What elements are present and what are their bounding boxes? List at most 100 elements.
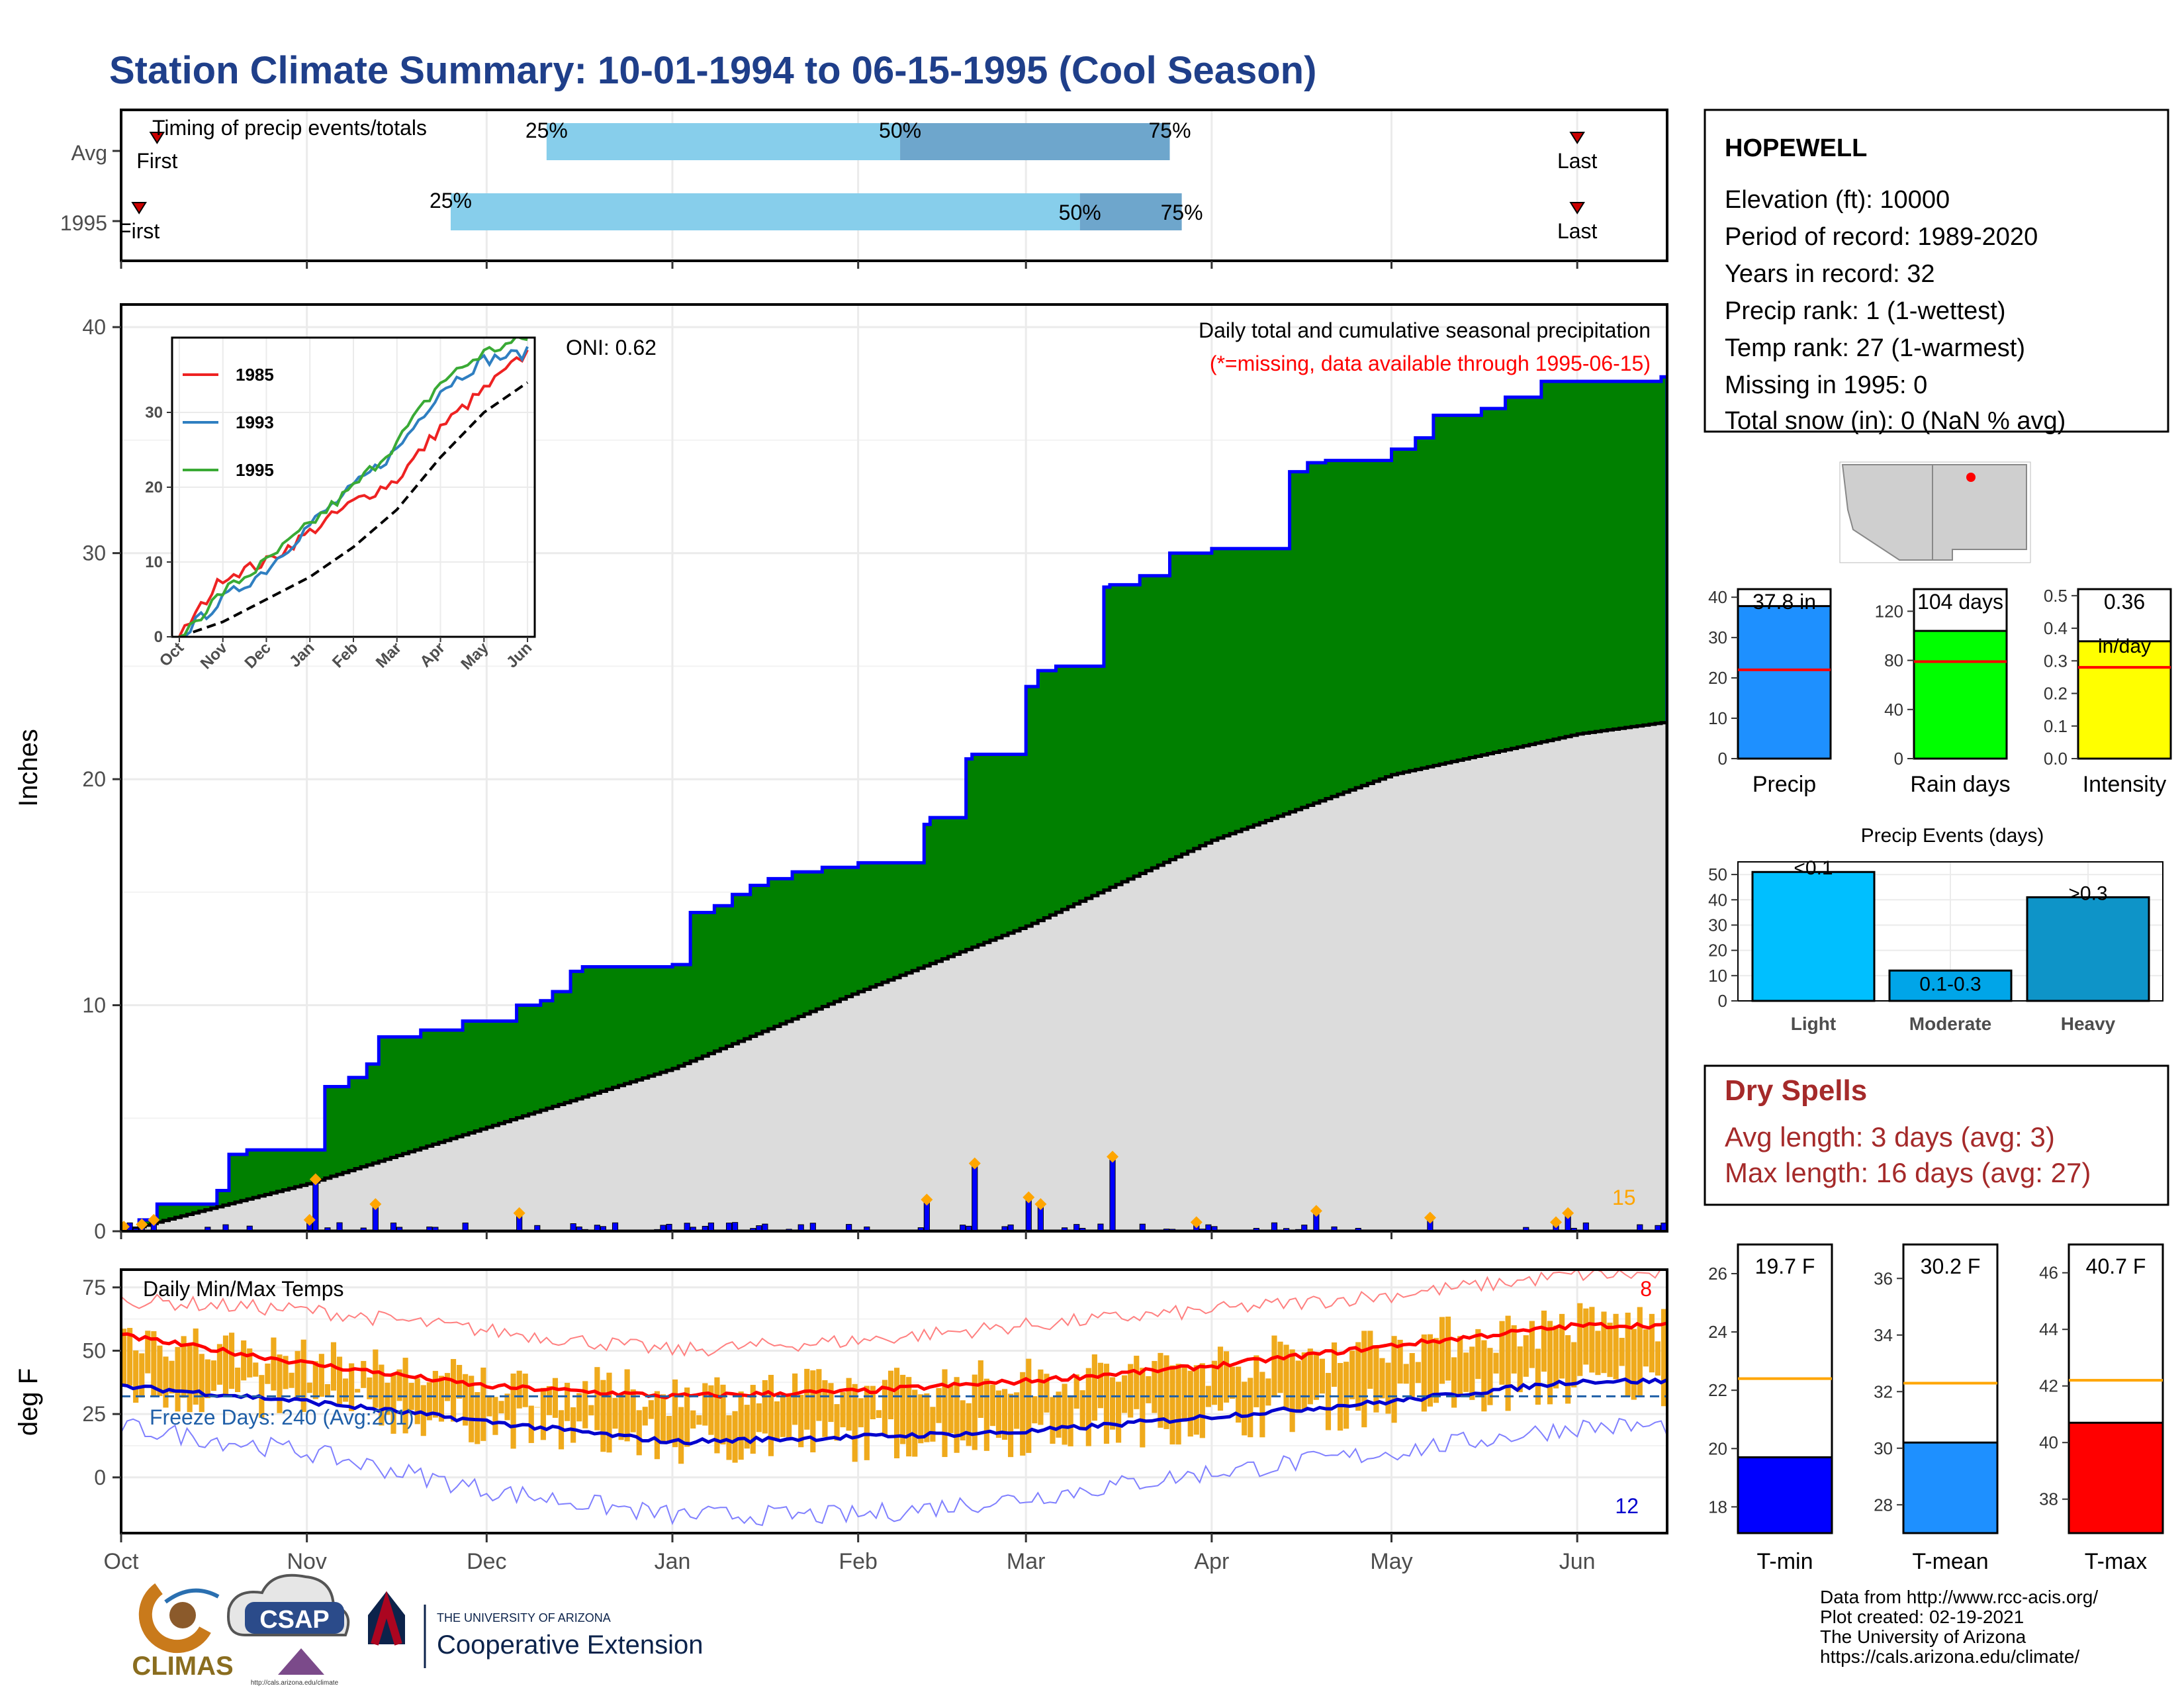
daily-temp-range-bar bbox=[948, 1385, 954, 1433]
daily-precip-bar bbox=[1253, 1228, 1259, 1231]
station-line-temp-rank: Temp rank: 27 (1-warmest) bbox=[1725, 334, 2025, 362]
temp-summary-y-tick-label: 42 bbox=[2039, 1376, 2058, 1396]
daily-temp-range-bar bbox=[1073, 1374, 1079, 1409]
timing-panel: 25% 50% 75% First Last 25% 50% 75% First Last Tim… bbox=[60, 109, 1668, 262]
oni-value: ONI: 0.62 bbox=[566, 336, 657, 359]
temp-summary-y-tick-label: 44 bbox=[2039, 1319, 2058, 1339]
summary-bar bbox=[1737, 605, 1832, 760]
daily-temp-range-bar bbox=[1116, 1382, 1122, 1443]
events-bar-label: >0.3 bbox=[2068, 882, 2107, 904]
daily-temp-range-bar bbox=[324, 1383, 330, 1397]
daily-temp-range-bar bbox=[654, 1391, 660, 1460]
daily-temp-range-bar bbox=[1571, 1342, 1577, 1387]
daily-temp-range-bar bbox=[1175, 1364, 1181, 1445]
events-category-label: Light bbox=[1791, 1013, 1836, 1034]
daily-temp-range-bar bbox=[1248, 1378, 1253, 1438]
daily-temp-range-bar bbox=[1163, 1355, 1169, 1429]
inset-y-tick-label: 10 bbox=[145, 553, 163, 571]
daily-temp-range-bar bbox=[528, 1405, 534, 1443]
daily-temp-range-bar bbox=[804, 1368, 810, 1430]
footer-created: Plot created: 02-19-2021 bbox=[1820, 1607, 2024, 1627]
events-bar-label: <0.1 bbox=[1794, 857, 1833, 879]
daily-temp-range-bar bbox=[193, 1328, 199, 1405]
daily-temp-range-bar bbox=[516, 1370, 522, 1409]
daily-temp-range-bar bbox=[546, 1385, 553, 1415]
daily-temp-range-bar bbox=[582, 1381, 588, 1429]
daily-temp-range-bar bbox=[1499, 1321, 1505, 1385]
daily-temp-range-bar bbox=[210, 1360, 216, 1391]
temp-summary-y-tick-label: 34 bbox=[1874, 1325, 1893, 1345]
daily-temp-range-bar bbox=[534, 1407, 540, 1408]
daily-temp-range-bar bbox=[606, 1372, 612, 1453]
daily-temp-range-bar bbox=[1505, 1315, 1511, 1411]
daily-temp-range-bar bbox=[414, 1378, 420, 1425]
daily-temp-range-bar bbox=[222, 1335, 229, 1397]
daily-temp-range-bar bbox=[600, 1380, 606, 1452]
summary-y-tick-label: 80 bbox=[1884, 651, 1903, 671]
daily-precip-marker bbox=[303, 1213, 316, 1226]
ua-cooperative-extension: Cooperative Extension bbox=[437, 1630, 703, 1660]
daily-temp-range-bar bbox=[756, 1403, 762, 1432]
average-min-line bbox=[121, 1377, 1667, 1446]
temp-y-axis-label: deg F bbox=[14, 1368, 43, 1436]
temp-summary-y-tick-label: 30 bbox=[1874, 1438, 1893, 1458]
daily-temp-range-bar bbox=[396, 1369, 402, 1401]
x-axis-label: Mar bbox=[1007, 1549, 1046, 1574]
average-precip-area bbox=[121, 721, 1667, 1231]
university-of-arizona-logo: THE UNIVERSITY OF ARIZONA Cooperative Ex… bbox=[368, 1591, 703, 1668]
daily-precip-marker bbox=[921, 1194, 933, 1206]
daily-precip-bar bbox=[222, 1224, 229, 1231]
inset-legend-label: 1985 bbox=[236, 365, 274, 385]
summary-y-tick-label: 20 bbox=[1708, 668, 1727, 688]
temp-summary-y-tick-label: 26 bbox=[1708, 1264, 1727, 1284]
daily-temp-range-bar bbox=[1223, 1351, 1230, 1403]
temp-summary-label: T-min bbox=[1757, 1549, 1813, 1574]
daily-temp-range-bar bbox=[1014, 1392, 1020, 1429]
station-name: HOPEWELL bbox=[1725, 134, 1867, 162]
x-axis-label: Oct bbox=[104, 1549, 139, 1574]
daily-precip-bar bbox=[390, 1222, 397, 1231]
daily-precip-bar bbox=[1001, 1226, 1008, 1231]
daily-temp-range-bar bbox=[1236, 1366, 1242, 1423]
daily-temp-range-bar bbox=[450, 1359, 457, 1422]
timing-label-75: 75% bbox=[1161, 201, 1203, 224]
daily-temp-range-bar bbox=[612, 1397, 618, 1429]
daily-temp-range-bar bbox=[1643, 1329, 1649, 1367]
summary-y-tick-label: 0.3 bbox=[2044, 651, 2068, 671]
daily-temp-range-bar bbox=[463, 1374, 469, 1426]
climas-logo: CLIMAS bbox=[132, 1583, 234, 1681]
daily-temp-range-bar bbox=[822, 1380, 828, 1437]
daily-temp-range-bar bbox=[1146, 1376, 1152, 1403]
daily-temp-range-bar bbox=[942, 1369, 948, 1458]
daily-temp-range-bar bbox=[1385, 1362, 1391, 1414]
daily-temp-range-bar bbox=[1541, 1310, 1547, 1372]
daily-temp-range-bar bbox=[187, 1344, 193, 1413]
daily-precip-bar bbox=[846, 1224, 852, 1231]
daily-temp-range-bar bbox=[924, 1393, 930, 1442]
daily-temp-range-bar bbox=[426, 1382, 432, 1421]
inset-legend-label: 1995 bbox=[236, 460, 274, 480]
daily-temp-range-bar bbox=[1553, 1325, 1559, 1389]
daily-temp-range-bar bbox=[127, 1328, 133, 1386]
daily-temp-range-bar bbox=[618, 1394, 624, 1440]
csap-url: http://cals.arizona.edu/climate bbox=[251, 1679, 339, 1687]
daily-temp-range-bar bbox=[696, 1415, 702, 1425]
daily-temp-range-bar bbox=[1391, 1336, 1397, 1423]
daily-temp-range-bar bbox=[469, 1376, 475, 1442]
daily-temp-range-bar bbox=[1277, 1341, 1283, 1393]
daily-temp-range-bar bbox=[289, 1372, 295, 1388]
daily-precip-bar bbox=[576, 1226, 582, 1231]
daily-temp-range-bar bbox=[361, 1360, 367, 1388]
events-category-label: Moderate bbox=[1909, 1013, 1991, 1034]
daily-temp-range-bar bbox=[1331, 1342, 1338, 1387]
daily-temp-range-bar bbox=[648, 1400, 654, 1419]
x-axis-label: Dec bbox=[467, 1549, 506, 1574]
daily-temp-range-bar bbox=[894, 1368, 900, 1459]
daily-temp-range-bar bbox=[1158, 1352, 1163, 1428]
summary-y-tick-label: 0.1 bbox=[2044, 716, 2068, 736]
daily-temp-range-bar bbox=[983, 1378, 989, 1451]
daily-temp-range-bar bbox=[1619, 1337, 1625, 1366]
daily-precip-marker bbox=[369, 1198, 382, 1211]
daily-temp-range-bar bbox=[1134, 1356, 1140, 1409]
summary-category-label: Precip bbox=[1752, 772, 1816, 797]
